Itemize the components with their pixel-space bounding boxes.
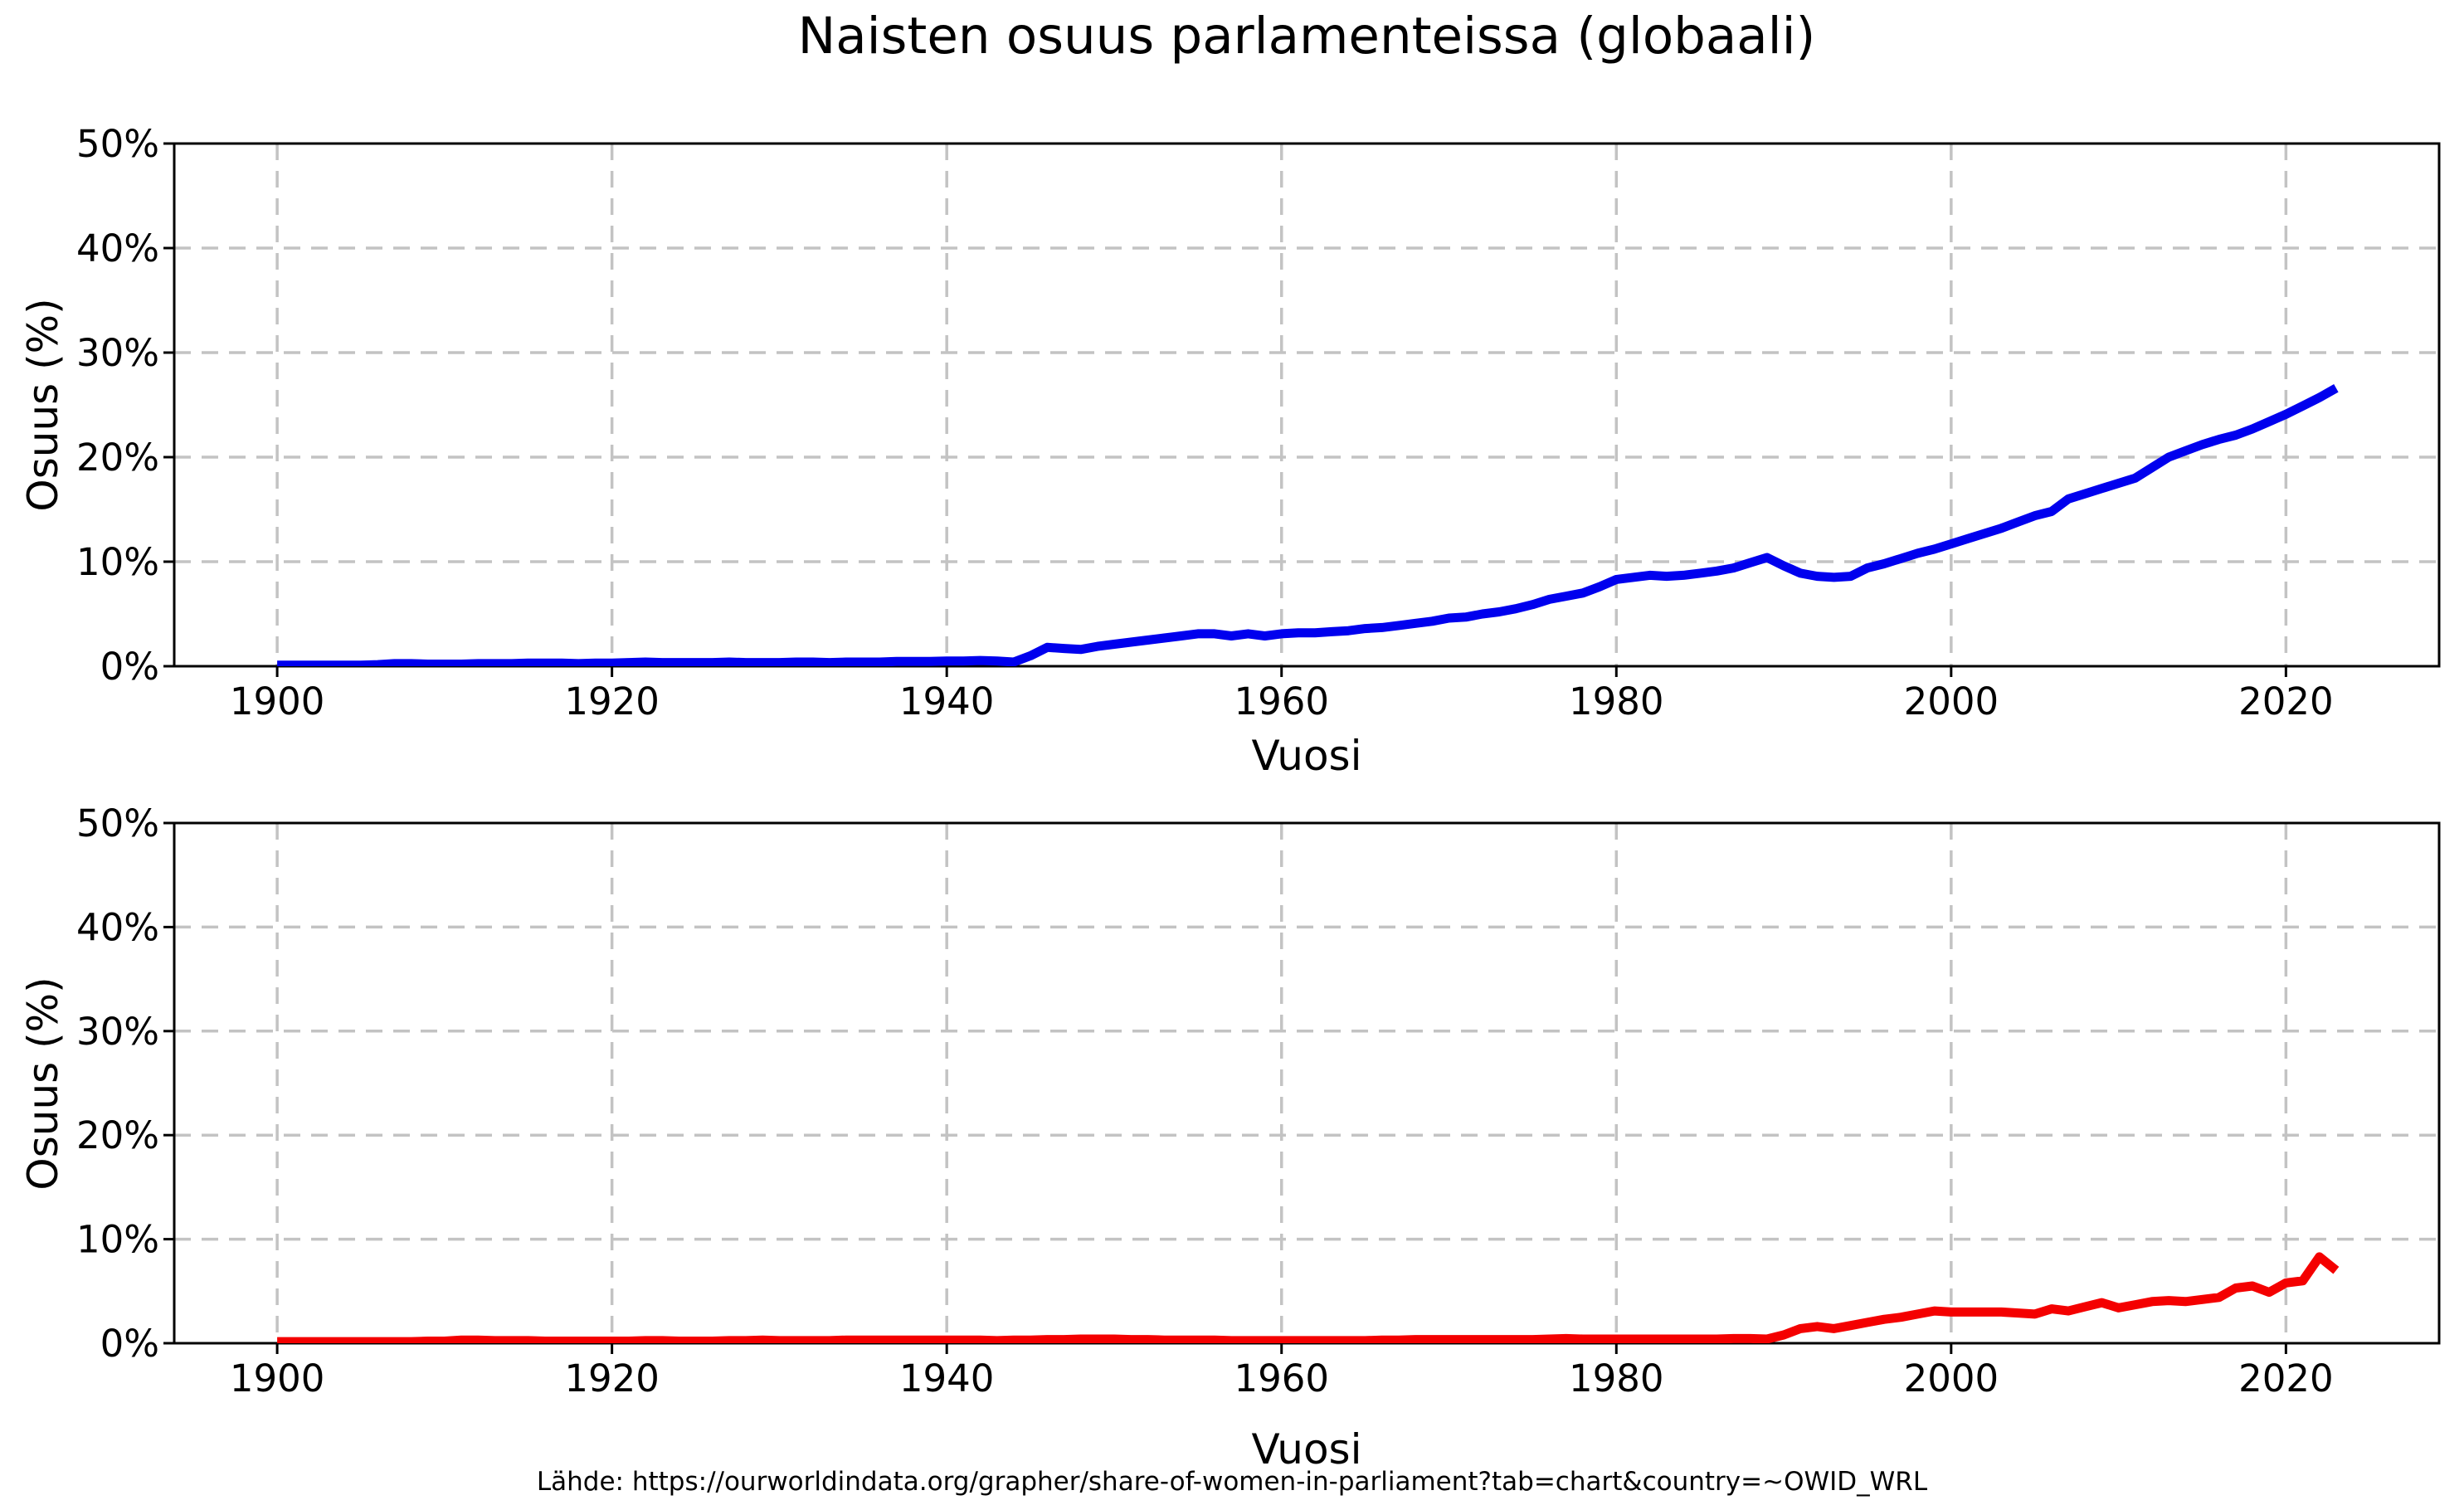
x-tick-label: 1920 [564,679,660,723]
bottom-chart: 1900 1920 1940 1960 1980 2000 2020 0% 10% 20% 30% 4… [76,801,2441,1400]
y-tick-label: 0% [100,645,159,689]
x-tick-label: 1980 [1569,1356,1664,1400]
y-tick-label: 40% [76,905,159,949]
y-tick-label: 30% [76,1010,159,1054]
axes-spines [173,142,2441,668]
x-tick-label: 2020 [2238,679,2334,723]
x-tick-label: 1940 [899,1356,995,1400]
x-tick-label: 2000 [1904,679,1999,723]
bottom-chart-x-axis-label: Vuosi [1251,1425,1362,1473]
axes-spines [173,821,2441,1345]
x-tick-label: 2000 [1904,1356,1999,1400]
y-tick-label: 10% [76,540,159,584]
y-tick-label: 40% [76,226,159,270]
bottom-data-line [277,1252,2340,1343]
y-tick-label: 0% [100,1322,159,1366]
x-tick-label: 1920 [564,1356,660,1400]
y-tick-label: 50% [76,801,159,845]
y-tick-label: 20% [76,1113,159,1157]
top-data-line [277,384,2339,666]
x-tick-label: 1900 [230,1356,325,1400]
x-tick-label: 1980 [1569,679,1664,723]
figure-title: Naisten osuus parlamenteissa (globaali) [797,7,1816,66]
top-chart: 1900 1920 1940 1960 1980 2000 2020 0% 10% 20% 30% 4… [76,122,2441,723]
x-tick-label: 1960 [1234,679,1329,723]
bottom-chart-y-axis-label: Osuus (%) [19,977,67,1191]
source-citation: Lähde: https://ourworldindata.org/graphe… [536,1467,1928,1497]
x-tick-label: 1960 [1234,1356,1329,1400]
top-chart-x-axis-label: Vuosi [1251,732,1362,780]
y-tick-label: 10% [76,1218,159,1262]
top-chart-y-axis-label: Osuus (%) [19,298,67,512]
y-tick-label: 50% [76,122,159,166]
x-tick-label: 1940 [899,679,995,723]
y-tick-label: 20% [76,436,159,480]
y-tick-label: 30% [76,331,159,375]
x-tick-label: 1900 [230,679,325,723]
x-tick-label: 2020 [2238,1356,2334,1400]
